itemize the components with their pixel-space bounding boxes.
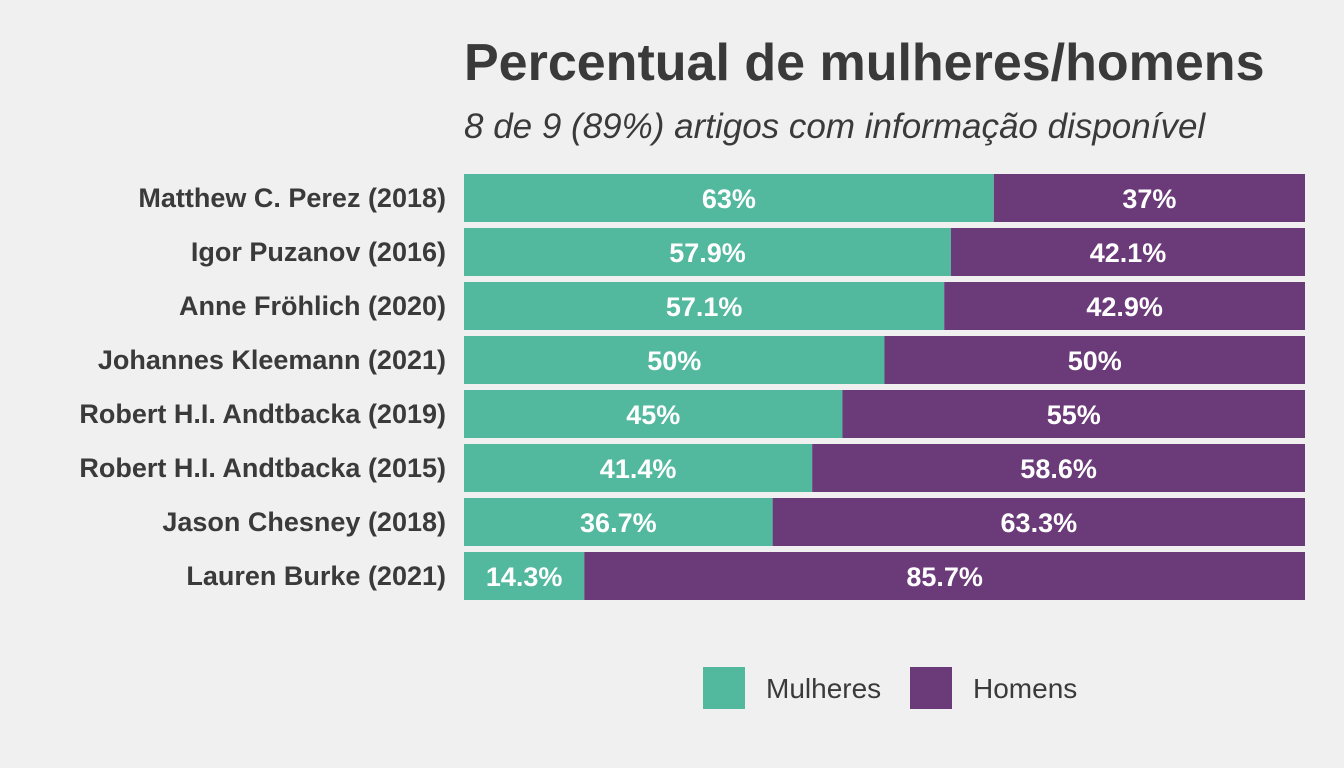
bar-segment-mulheres	[464, 174, 994, 222]
bar-value-label: 45%	[626, 400, 680, 430]
category-label: Jason Chesney (2018)	[162, 507, 446, 537]
bar-value-label: 57.1%	[666, 292, 743, 322]
bar-segment-mulheres	[464, 552, 585, 600]
bar-segment-homens	[993, 174, 1305, 222]
bar-segment-homens	[944, 282, 1305, 330]
bar-value-label: 42.1%	[1090, 238, 1167, 268]
bar-value-label: 63.3%	[1001, 508, 1078, 538]
bar-value-label: 85.7%	[906, 562, 983, 592]
legend: Mulheres Homens	[703, 667, 1077, 709]
bar-value-label: 41.4%	[600, 454, 677, 484]
bar-value-label: 36.7%	[580, 508, 657, 538]
bar-value-label: 14.3%	[486, 562, 563, 592]
bar-segment-mulheres	[464, 390, 843, 438]
category-label: Lauren Burke (2021)	[186, 561, 446, 591]
bar-value-label: 50%	[647, 346, 701, 376]
category-label: Matthew C. Perez (2018)	[138, 183, 446, 213]
legend-label: Homens	[973, 673, 1077, 704]
bar-value-label: 58.6%	[1020, 454, 1097, 484]
category-labels: Matthew C. Perez (2018) Igor Puzanov (201…	[79, 183, 446, 591]
legend-swatch-mulheres	[703, 667, 745, 709]
bar-segment-homens	[584, 552, 1305, 600]
bar-segment-homens	[884, 336, 1305, 384]
chart-title: Percentual de mulheres/homens	[464, 34, 1265, 92]
bar-segment-mulheres	[464, 282, 945, 330]
bar-segment-homens	[772, 498, 1305, 546]
category-label: Robert H.I. Andtbacka (2015)	[79, 453, 446, 483]
category-label: Johannes Kleemann (2021)	[98, 345, 446, 375]
legend-swatch-homens	[910, 667, 952, 709]
category-label: Anne Fröhlich (2020)	[179, 291, 446, 321]
bar-segment-homens	[842, 390, 1305, 438]
bar-segment-homens	[950, 228, 1305, 276]
bar-segment-mulheres	[464, 228, 951, 276]
chart-subtitle: 8 de 9 (89%) artigos com informação disp…	[464, 107, 1206, 146]
bar-value-label: 37%	[1122, 184, 1176, 214]
bar-segment-mulheres	[464, 498, 773, 546]
category-label: Igor Puzanov (2016)	[191, 237, 446, 267]
bar-value-label: 57.9%	[669, 238, 746, 268]
bar-segment-mulheres	[464, 336, 885, 384]
legend-label: Mulheres	[766, 673, 881, 704]
bar-value-label: 50%	[1068, 346, 1122, 376]
bar-segment-mulheres	[464, 444, 813, 492]
bar-value-label: 42.9%	[1086, 292, 1163, 322]
category-label: Robert H.I. Andtbacka (2019)	[79, 399, 446, 429]
bar-value-label: 55%	[1047, 400, 1101, 430]
bar-segment-homens	[812, 444, 1305, 492]
bars-group: 63% 37% 57.9% 42.1% 57.1% 42.9% 50% 50% 45% 55% 41…	[464, 174, 1305, 600]
bar-value-label: 63%	[702, 184, 756, 214]
